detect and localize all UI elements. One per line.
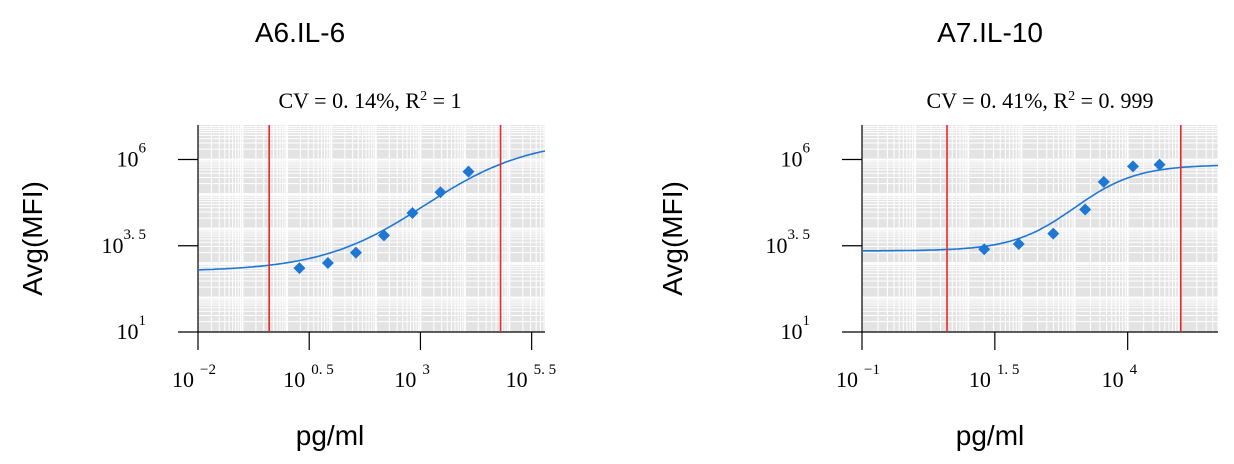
fitted-curve <box>862 164 1219 252</box>
data-point <box>377 229 390 242</box>
y-tick-label: 101 <box>117 313 147 344</box>
chart-panel-il10: A7.IL-10 CV = 0. 41%, R2 = 0. 999 Avg(MFI)… <box>620 0 1234 464</box>
y-axis-label: Avg(MFI) <box>657 181 688 296</box>
stat-cv: CV = 0. 14%, R <box>279 88 421 113</box>
gridlines <box>198 125 545 332</box>
y-tick-exponent: 6 <box>803 141 811 157</box>
x-tick-base: 10 <box>172 367 194 392</box>
fitted-curve <box>197 150 546 271</box>
x-axis-label: pg/ml <box>296 420 364 451</box>
data-point <box>406 206 419 219</box>
stat-r2-superscript: 2 <box>1068 89 1075 104</box>
x-tick-label: 10 3 <box>394 362 430 392</box>
data-point <box>434 186 447 199</box>
data-point <box>1153 158 1166 171</box>
stat-r2-superscript: 2 <box>420 89 427 104</box>
x-tick-label: 10 1. 5 <box>969 362 1020 392</box>
y-tick-exponent: 3. 5 <box>788 227 811 243</box>
y-tick-label: 103. 5 <box>766 227 811 258</box>
x-tick-base: 10 <box>969 367 991 392</box>
y-tick-label: 103. 5 <box>102 227 147 258</box>
y-tick-base: 10 <box>781 147 803 172</box>
x-tick-exponent: 1. 5 <box>997 362 1020 378</box>
y-tick-exponent: 6 <box>139 141 147 157</box>
y-tick-base: 10 <box>117 147 139 172</box>
data-point <box>321 257 334 269</box>
data-point <box>349 246 362 259</box>
y-tick-base: 10 <box>102 233 124 258</box>
chart-stats: CV = 0. 14%, R2 = 1 <box>279 88 462 113</box>
x-tick-exponent: 0. 5 <box>311 362 334 378</box>
y-tick-base: 10 <box>781 319 803 344</box>
y-axis-label: Avg(MFI) <box>17 181 48 296</box>
data-point <box>1126 160 1139 173</box>
chart-title: A6.IL-6 <box>255 17 345 48</box>
x-tick-label: 10 −2 <box>172 362 216 392</box>
x-tick-label: 10 0. 5 <box>283 362 334 392</box>
data-point <box>978 243 991 256</box>
x-tick-exponent: 5. 5 <box>534 362 557 378</box>
gridlines <box>862 125 1219 332</box>
y-tick-exponent: 1 <box>139 313 147 329</box>
stat-cv: CV = 0. 41%, R <box>927 88 1069 113</box>
chart-stats: CV = 0. 41%, R2 = 0. 999 <box>927 88 1154 113</box>
x-tick-base: 10 <box>283 367 305 392</box>
data-point <box>1079 203 1092 216</box>
data-point <box>293 262 306 275</box>
data-point <box>1047 227 1060 240</box>
x-tick-exponent: −2 <box>200 362 216 378</box>
y-tick-exponent: 1 <box>803 313 811 329</box>
x-tick-exponent: 4 <box>1130 362 1138 378</box>
y-tick-label: 101 <box>781 313 811 344</box>
x-tick-exponent: −1 <box>864 362 880 378</box>
x-tick-exponent: 3 <box>422 362 430 378</box>
x-tick-base: 10 <box>836 367 858 392</box>
x-tick-label: 10 4 <box>1102 362 1138 392</box>
y-tick-base: 10 <box>117 319 139 344</box>
stat-r2-value: = 1 <box>427 88 461 113</box>
x-tick-base: 10 <box>506 367 528 392</box>
x-tick-base: 10 <box>394 367 416 392</box>
y-tick-exponent: 3. 5 <box>124 227 147 243</box>
data-point <box>1097 175 1110 188</box>
stat-r2-value: = 0. 999 <box>1075 88 1153 113</box>
y-tick-base: 10 <box>766 233 788 258</box>
y-tick-label: 106 <box>781 141 811 172</box>
x-tick-base: 10 <box>1102 367 1124 392</box>
data-point <box>462 165 475 178</box>
y-tick-label: 106 <box>117 141 147 172</box>
chart-panel-il6: A6.IL-6 CV = 0. 14%, R2 = 1 Avg(MFI) pg/ml 1… <box>0 0 600 464</box>
chart-title: A7.IL-10 <box>937 17 1043 48</box>
chart-svg-il6: A6.IL-6 CV = 0. 14%, R2 = 1 Avg(MFI) pg/ml 1… <box>17 17 557 451</box>
x-tick-label: 10 −1 <box>836 362 880 392</box>
data-point <box>1012 238 1025 251</box>
x-tick-label: 10 5. 5 <box>506 362 557 392</box>
x-axis-label: pg/ml <box>956 420 1024 451</box>
chart-svg-il10: A7.IL-10 CV = 0. 41%, R2 = 0. 999 Avg(MFI)… <box>657 17 1219 451</box>
